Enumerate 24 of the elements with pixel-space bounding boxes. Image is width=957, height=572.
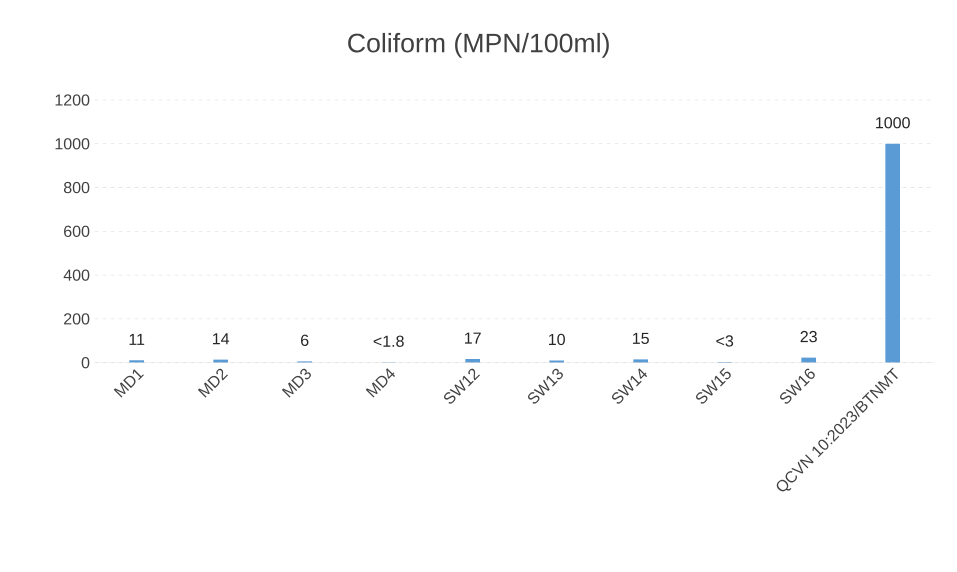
data-label: 10	[548, 334, 565, 346]
y-tick-label: 1200	[56, 94, 90, 106]
data-label: 15	[632, 332, 649, 344]
bar	[549, 360, 564, 363]
bar	[213, 360, 228, 363]
y-tick-label: 400	[64, 269, 90, 281]
bar	[465, 358, 480, 363]
y-tick-label: 200	[64, 313, 90, 325]
bar	[633, 359, 648, 363]
data-label: 14	[212, 333, 230, 344]
chart-title: Coliform (MPN/100ml)	[348, 32, 609, 58]
data-label: 11	[130, 334, 144, 345]
y-tick-label: 800	[64, 182, 90, 194]
data-label: <1.8	[374, 336, 404, 347]
bar	[885, 144, 900, 363]
bar	[801, 358, 816, 363]
data-label: 17	[464, 332, 481, 344]
data-label: 23	[800, 330, 817, 342]
data-label: <3	[716, 335, 734, 347]
y-tick-label: 600	[64, 226, 90, 237]
data-label: 1000	[876, 117, 910, 128]
y-tick-label: 0	[82, 357, 90, 368]
y-tick-label: 1000	[56, 138, 90, 150]
data-label: 6	[301, 334, 308, 346]
